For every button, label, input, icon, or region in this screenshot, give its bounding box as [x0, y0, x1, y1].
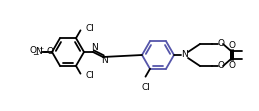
Text: O: O: [228, 60, 235, 69]
Text: Cl: Cl: [141, 83, 150, 92]
Text: O: O: [30, 47, 37, 56]
Text: O: O: [218, 40, 225, 49]
Text: Cl: Cl: [85, 24, 94, 33]
Text: +: +: [38, 47, 44, 52]
Text: −: −: [32, 51, 38, 59]
Text: N: N: [36, 48, 42, 56]
Text: Cl: Cl: [85, 71, 94, 80]
Text: N: N: [101, 56, 107, 65]
Text: O: O: [47, 48, 54, 56]
Text: O: O: [228, 41, 235, 50]
Text: N: N: [181, 51, 187, 59]
Text: N: N: [91, 44, 97, 53]
Text: O: O: [218, 61, 225, 70]
